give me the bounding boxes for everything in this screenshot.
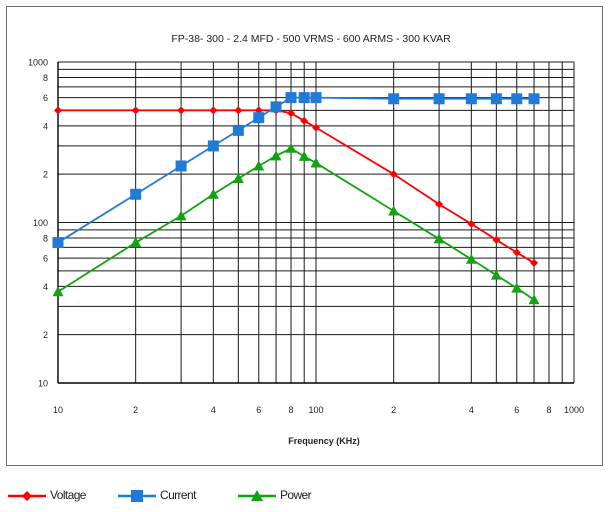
y-tick-label: 1000 <box>28 58 48 68</box>
legend-item-power: Power <box>236 486 356 506</box>
data-point-voltage <box>300 116 309 125</box>
x-tick-label: 1000 <box>564 405 584 415</box>
series-line-current <box>57 96 535 244</box>
data-point-current <box>175 160 187 172</box>
chart-svg: 10 2 4 6 8 100 2 4 6 8 1000 1000 8 6 4 2 100 8 6 4 2 10 FP-38… <box>28 33 584 446</box>
data-point-power <box>433 233 445 244</box>
data-point-power <box>310 157 322 168</box>
data-point-voltage <box>312 123 320 132</box>
data-point-power <box>388 205 400 216</box>
data-point-power <box>298 150 310 161</box>
legend-swatch-current <box>118 490 156 502</box>
data-point-power <box>253 160 265 171</box>
data-point-power <box>52 286 64 297</box>
data-point-voltage <box>492 235 501 244</box>
x-axis-label: Frequency (KHz) <box>288 436 360 446</box>
x-tick-label: 6 <box>256 405 261 415</box>
data-point-current <box>433 93 445 105</box>
legend: Voltage Current Power <box>6 486 426 506</box>
x-tick-label: 8 <box>546 405 551 415</box>
data-point-power <box>465 253 477 264</box>
data-point-current <box>490 93 502 105</box>
x-tick-label: 4 <box>469 405 474 415</box>
y-tick-label: 10 <box>38 379 48 389</box>
data-point-power <box>130 237 142 248</box>
legend-swatch-voltage <box>8 491 46 501</box>
data-point-current <box>232 124 244 136</box>
y-tick-label: 8 <box>43 234 48 244</box>
data-point-voltage <box>54 106 62 115</box>
data-point-current <box>253 112 265 124</box>
data-point-voltage <box>389 170 398 179</box>
legend-swatch-power <box>238 490 276 501</box>
data-point-voltage <box>286 109 295 118</box>
data-point-voltage <box>512 248 521 257</box>
data-point-voltage <box>467 219 476 228</box>
data-point-voltage <box>209 106 218 115</box>
y-tick-label: 6 <box>43 254 48 264</box>
data-point-current <box>388 93 400 105</box>
data-point-current <box>528 93 540 105</box>
chart-frame: 10 2 4 6 8 100 2 4 6 8 1000 1000 8 6 4 2 100 8 6 4 2 10 FP-38… <box>6 6 603 466</box>
y-tick-label: 4 <box>43 121 48 131</box>
x-tick-label: 2 <box>133 405 138 415</box>
data-point-power <box>285 142 297 153</box>
data-point-power <box>175 210 187 221</box>
data-point-voltage <box>177 106 186 115</box>
legend-label-voltage: Voltage <box>50 488 86 502</box>
x-tick-label: 8 <box>288 405 293 415</box>
legend-label-current: Current <box>160 488 196 502</box>
axis-layer <box>57 62 574 384</box>
x-tick-label: 4 <box>211 405 216 415</box>
y-tick-label: 4 <box>43 282 48 292</box>
data-point-current <box>52 237 64 249</box>
tick-layer: 10 2 4 6 8 100 2 4 6 8 1000 1000 8 6 4 2 100 8 6 4 2 10 <box>28 58 584 416</box>
data-point-current <box>465 93 477 105</box>
x-tick-label: 6 <box>514 405 519 415</box>
data-point-current <box>207 140 219 152</box>
data-point-voltage <box>131 106 140 115</box>
y-tick-label: 2 <box>43 330 48 340</box>
data-point-voltage <box>530 258 539 267</box>
x-tick-label: 10 <box>53 405 63 415</box>
data-point-power <box>270 150 282 161</box>
y-tick-label: 6 <box>43 93 48 103</box>
x-tick-label: 100 <box>308 405 323 415</box>
chart-title: FP-38- 300 - 2.4 MFD - 500 VRMS - 600 AR… <box>171 33 451 45</box>
legend-label-power: Power <box>280 488 312 502</box>
data-point-current <box>285 92 297 104</box>
series-line-power <box>57 147 535 301</box>
legend-item-voltage: Voltage <box>6 486 116 506</box>
y-tick-label: 8 <box>43 73 48 83</box>
data-point-current <box>270 101 282 113</box>
data-point-current <box>130 188 142 200</box>
y-tick-label: 100 <box>33 218 48 228</box>
series-current <box>52 92 540 249</box>
data-point-voltage <box>435 200 444 209</box>
series-voltage <box>54 106 539 267</box>
legend-item-current: Current <box>116 486 236 506</box>
series-power <box>52 142 540 305</box>
x-tick-label: 2 <box>391 405 396 415</box>
series-layer <box>52 92 540 305</box>
data-point-voltage <box>234 106 243 115</box>
data-point-current <box>511 93 523 105</box>
y-tick-label: 2 <box>43 170 48 180</box>
data-point-power <box>207 188 219 199</box>
data-point-power <box>528 294 540 305</box>
data-point-power <box>511 282 523 293</box>
data-point-current <box>298 92 310 104</box>
series-line-voltage <box>58 109 535 264</box>
data-point-power <box>232 172 244 183</box>
data-point-current <box>310 92 322 104</box>
data-point-power <box>490 269 502 280</box>
